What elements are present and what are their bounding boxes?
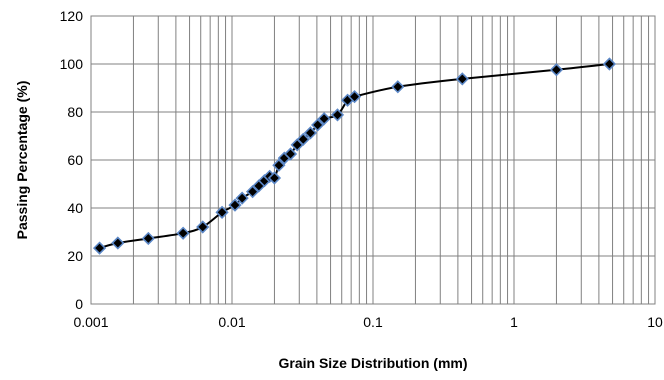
data-markers	[92, 57, 617, 255]
data-point-marker	[347, 90, 362, 104]
y-tick-label: 40	[67, 200, 83, 216]
y-tick-label: 0	[75, 296, 83, 312]
data-point-marker	[391, 80, 405, 94]
x-tick-label: 10	[647, 314, 663, 330]
y-tick-label: 100	[60, 56, 84, 72]
data-point-marker	[296, 132, 310, 146]
data-point-marker	[283, 147, 298, 161]
data-point-marker	[215, 205, 229, 219]
grid	[90, 15, 655, 305]
y-tick-label: 20	[67, 248, 83, 264]
data-point-marker	[602, 57, 617, 71]
data-point-marker	[272, 158, 286, 172]
data-point-marker	[141, 231, 155, 246]
x-tick-labels: 0.001 0.01 0.1 1 10	[73, 314, 663, 330]
data-point-marker	[228, 198, 242, 212]
data-point-marker	[317, 112, 331, 126]
x-tick-label: 0.01	[218, 314, 245, 330]
data-point-marker	[196, 220, 210, 234]
data-point-marker	[267, 171, 282, 185]
y-axis-title: Passing Percentage (%)	[14, 81, 30, 240]
data-point-marker	[176, 226, 190, 240]
data-point-marker	[455, 72, 469, 86]
x-tick-label: 1	[510, 314, 518, 330]
data-point-marker	[311, 118, 325, 132]
data-point-marker	[303, 126, 318, 140]
data-point-marker	[92, 241, 107, 255]
data-point-marker	[549, 63, 564, 77]
x-axis-title: Grain Size Distribution (mm)	[278, 355, 467, 371]
data-point-marker	[330, 108, 345, 122]
y-tick-label: 60	[67, 152, 83, 168]
x-tick-label: 0.1	[363, 314, 383, 330]
y-tick-labels: 0 20 40 60 80 100 120	[60, 8, 84, 312]
y-tick-label: 120	[60, 8, 84, 24]
y-tick-label: 80	[67, 104, 83, 120]
x-tick-label: 0.001	[73, 314, 108, 330]
data-point-marker	[111, 236, 125, 250]
data-point-marker	[235, 191, 249, 205]
plot-border	[90, 15, 656, 305]
